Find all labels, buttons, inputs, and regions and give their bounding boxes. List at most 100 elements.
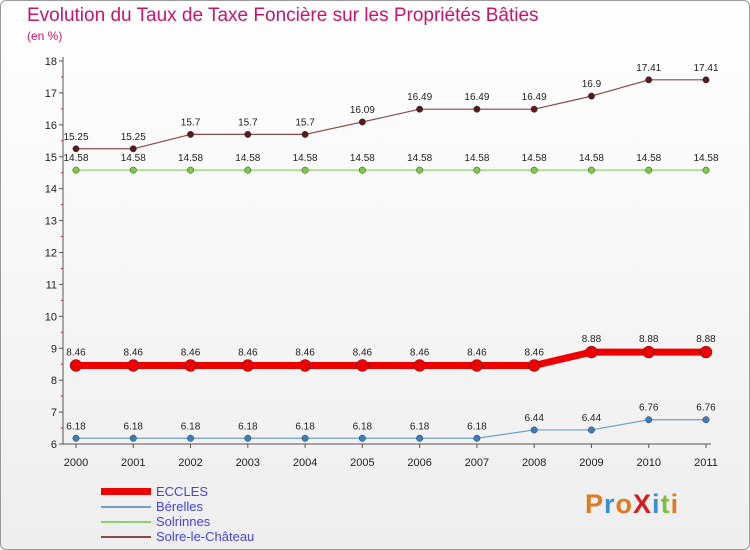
data-label-b-relles: 6.18 <box>295 421 315 432</box>
data-point-b-relles <box>645 416 653 424</box>
y-tick-label: 11 <box>46 279 57 291</box>
y-tick-label: 9 <box>51 343 57 355</box>
data-label-b-relles: 6.18 <box>181 421 201 432</box>
data-label-solre-le-ch-teau: 15.25 <box>121 132 146 143</box>
data-point-solre-le-ch-teau <box>187 130 194 138</box>
data-point-solre-le-ch-teau <box>129 145 137 153</box>
legend-swatch-solrinnes <box>101 521 151 523</box>
x-tick-label: 2001 <box>121 457 145 469</box>
data-label-b-relles: 6.18 <box>467 421 487 432</box>
proxiti-logo: ProXiti <box>585 489 679 520</box>
data-point-solrinnes <box>588 166 595 174</box>
y-tick-label: 15 <box>45 152 57 164</box>
data-label-solrinnes: 14.58 <box>464 153 489 164</box>
x-tick-label: 2010 <box>636 457 660 469</box>
data-label-solrinnes: 14.58 <box>178 153 203 164</box>
y-tick-label: 12 <box>45 248 57 260</box>
legend-label-berelles: Bérelles <box>156 499 203 514</box>
data-label-b-relles: 6.18 <box>353 421 373 432</box>
data-point-eccles <box>527 359 541 372</box>
data-label-b-relles: 6.76 <box>696 403 716 414</box>
data-point-solrinnes <box>72 166 80 174</box>
data-point-eccles <box>356 359 369 372</box>
y-tick-label: 10 <box>45 311 57 323</box>
series-line-b-relles <box>76 419 706 439</box>
data-point-eccles <box>699 345 713 359</box>
data-label-eccles: 8.46 <box>295 347 315 358</box>
y-tick-label: 13 <box>45 216 57 228</box>
data-point-solre-le-ch-teau <box>645 76 653 84</box>
data-label-solre-le-ch-teau: 16.9 <box>582 79 602 90</box>
series-layer: 15.25 15.25 15.7 15.7 15.7 16.09 16.49 16.49 16.… <box>63 63 719 442</box>
data-point-solrinnes <box>645 166 653 174</box>
y-tick-label: 18 <box>45 56 57 68</box>
data-label-solrinnes: 14.58 <box>636 153 661 164</box>
data-point-eccles <box>470 359 484 372</box>
data-point-b-relles <box>588 426 595 434</box>
y-tick-label: 14 <box>45 184 57 196</box>
data-point-b-relles <box>416 434 424 442</box>
data-label-b-relles: 6.18 <box>124 421 144 432</box>
data-point-solre-le-ch-teau <box>244 130 252 138</box>
logo-letter: r <box>604 489 616 519</box>
data-label-solrinnes: 14.58 <box>522 153 547 164</box>
axes: 6 7 8 9 10 11 12 13 14 15 16 17 18 2000 2001 2002 2003 20… <box>45 56 718 469</box>
legend-label-solrinnes: Solrinnes <box>156 514 211 529</box>
data-point-solrinnes <box>301 166 309 174</box>
data-point-solre-le-ch-teau <box>473 105 481 113</box>
data-label-eccles: 8.46 <box>524 347 544 358</box>
data-label-eccles: 8.46 <box>353 347 373 358</box>
data-point-b-relles <box>358 434 366 442</box>
data-label-solre-le-ch-teau: 16.49 <box>522 92 547 103</box>
data-label-solre-le-ch-teau: 17.41 <box>636 63 661 74</box>
data-point-eccles <box>298 359 312 372</box>
series-eccles: 8.46 8.46 8.46 8.46 8.46 8.46 8.46 8.46 8.46 8.88… <box>66 334 716 372</box>
data-point-b-relles <box>72 434 80 442</box>
data-label-solre-le-ch-teau: 16.49 <box>464 92 489 103</box>
data-label-b-relles: 6.18 <box>66 421 86 432</box>
data-label-solre-le-ch-teau: 16.09 <box>350 105 375 116</box>
logo-letter: i <box>652 489 661 519</box>
data-label-eccles: 8.46 <box>66 347 86 358</box>
x-tick-label: 2002 <box>178 457 202 469</box>
data-point-solre-le-ch-teau <box>702 76 710 84</box>
data-point-solrinnes <box>358 166 366 174</box>
data-label-b-relles: 6.76 <box>639 403 659 414</box>
data-point-solre-le-ch-teau <box>416 105 424 113</box>
data-point-eccles <box>184 359 197 372</box>
data-label-solrinnes: 14.58 <box>579 153 604 164</box>
data-point-b-relles <box>473 434 481 442</box>
data-label-solre-le-ch-teau: 17.41 <box>693 63 718 74</box>
data-point-solrinnes <box>473 166 481 174</box>
x-tick-label: 2005 <box>350 457 374 469</box>
data-point-b-relles <box>244 434 252 442</box>
logo-letter: i <box>670 489 680 519</box>
data-label-eccles: 8.46 <box>238 347 258 358</box>
data-point-eccles <box>69 359 83 372</box>
data-label-eccles: 8.46 <box>467 347 487 358</box>
data-point-solre-le-ch-teau <box>588 92 595 100</box>
x-tick-label: 2000 <box>64 457 88 469</box>
data-point-eccles <box>642 345 655 359</box>
x-tick-label: 2003 <box>236 457 260 469</box>
y-tick-label: 16 <box>45 120 57 132</box>
x-tick-label: 2009 <box>579 457 603 469</box>
logo-letter: X <box>633 489 653 519</box>
data-label-b-relles: 6.18 <box>238 421 258 432</box>
data-label-solre-le-ch-teau: 15.7 <box>181 117 201 128</box>
data-point-eccles <box>585 345 598 359</box>
legend-swatch-berelles <box>101 506 151 508</box>
series-line-eccles <box>76 348 706 369</box>
data-label-eccles: 8.46 <box>124 347 144 358</box>
x-tick-label: 2004 <box>293 457 317 469</box>
data-point-solrinnes <box>702 166 710 174</box>
data-point-solrinnes <box>129 166 137 174</box>
x-tick-label: 2007 <box>465 457 489 469</box>
data-point-eccles <box>241 359 255 372</box>
legend-swatch-eccles <box>101 488 151 495</box>
data-label-solrinnes: 14.58 <box>121 153 146 164</box>
data-label-solrinnes: 14.58 <box>407 153 432 164</box>
data-point-solre-le-ch-teau <box>72 145 80 153</box>
data-point-solrinnes <box>416 166 424 174</box>
data-label-b-relles: 6.18 <box>410 421 430 432</box>
